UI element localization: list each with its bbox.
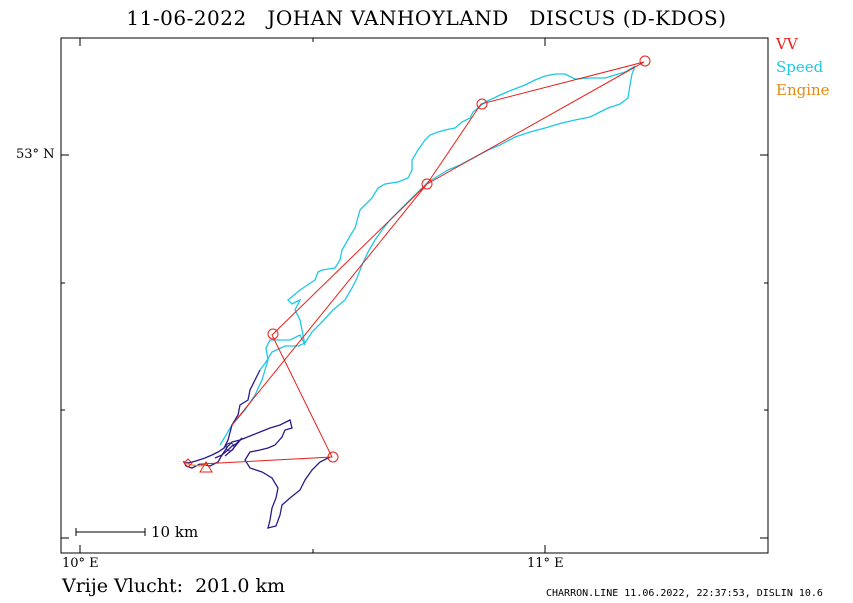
- lon-label-11e: 11° E: [527, 556, 564, 571]
- free-flight-distance: Vrije Vlucht: 201.0 km: [62, 575, 286, 597]
- scale-label: 10 km: [151, 523, 199, 541]
- turnpoint-3: [421, 178, 433, 190]
- map-title: 11-06-2022 JOHAN VANHOYLAND DISCUS (D-KD…: [126, 6, 727, 30]
- lon-ticks: [79, 38, 546, 553]
- turnpoint-1: [267, 328, 279, 340]
- turnpoints: [267, 55, 651, 463]
- takeoff-marker: [183, 458, 193, 468]
- speed-track-outbound: [219, 65, 636, 446]
- scale-bar: [75, 528, 146, 536]
- legend-speed: Speed: [776, 58, 824, 76]
- legend-vv: VV: [776, 35, 798, 53]
- lat-ticks: [61, 154, 768, 539]
- finish-marker: [199, 461, 213, 473]
- turnpoint-4: [476, 98, 488, 110]
- speed-track-return: [259, 65, 636, 371]
- map-frame: [60, 37, 769, 554]
- lon-label-10e: 10° E: [62, 556, 99, 571]
- local-track: [182, 369, 331, 529]
- footer-info: CHARRON.LINE 11.06.2022, 22:37:53, DISLI…: [546, 588, 823, 599]
- turnpoint-2: [327, 451, 339, 463]
- start-marker: [225, 442, 235, 452]
- task-route: [199, 61, 645, 465]
- turnpoint-5: [639, 55, 651, 67]
- legend-engine: Engine: [776, 81, 830, 99]
- lat-label-53n: 53° N: [16, 147, 55, 162]
